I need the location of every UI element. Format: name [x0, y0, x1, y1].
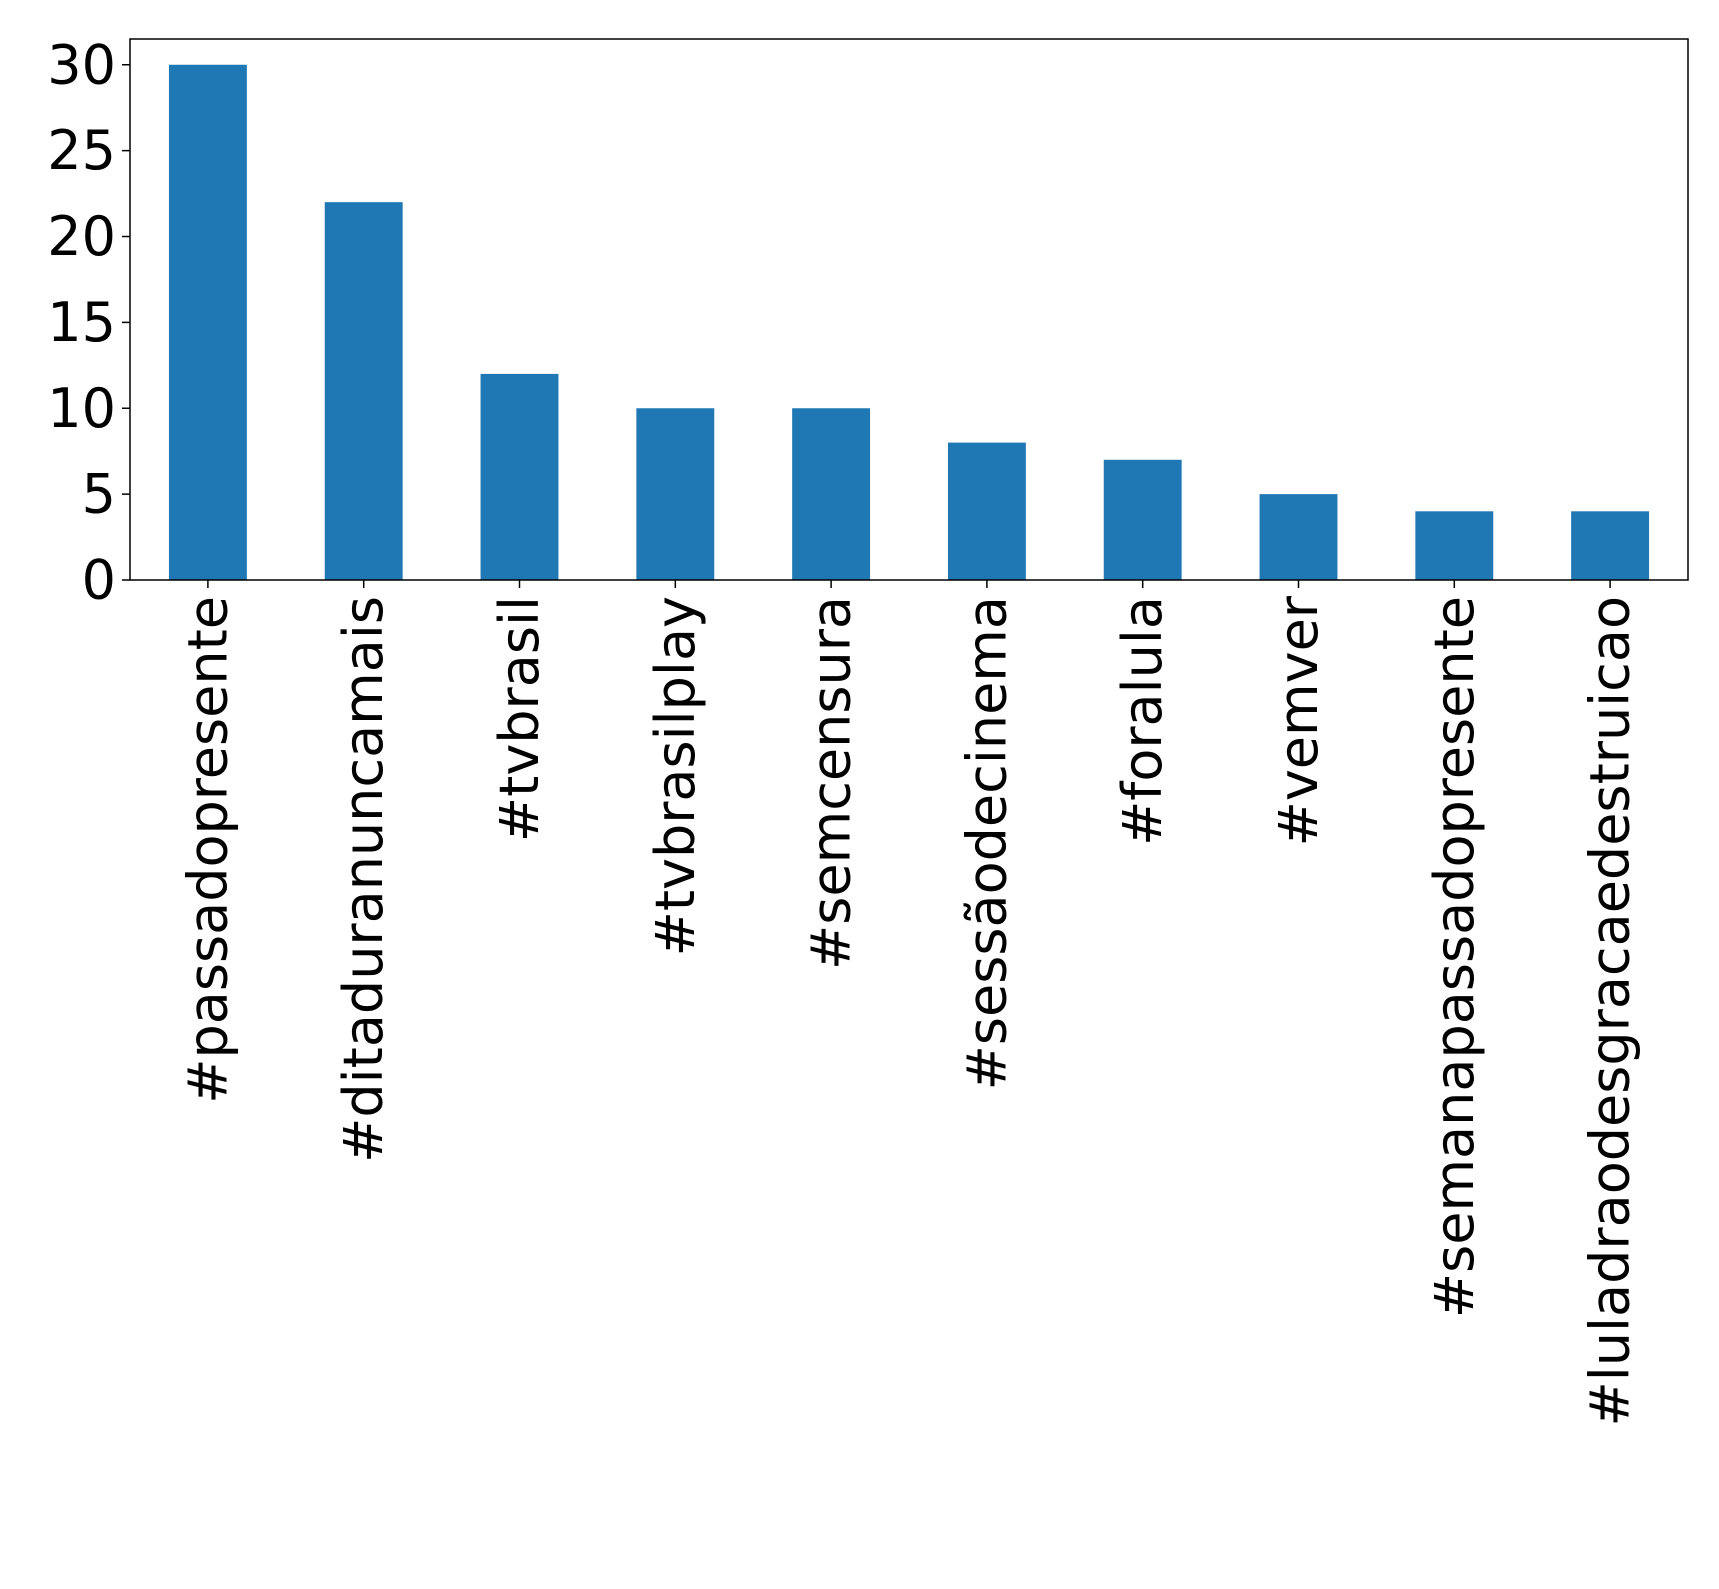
y-tick-label: 25 [47, 119, 116, 182]
y-tick-label: 5 [82, 463, 116, 526]
bar [324, 202, 403, 580]
x-tick-label: #passadopresente [176, 596, 239, 1104]
bar [947, 442, 1026, 580]
x-tick-label: #semanapassadopresente [1423, 596, 1486, 1318]
bar [1571, 511, 1650, 580]
x-tick-label: #tvbrasilplay [644, 596, 707, 956]
x-tick-label: #foralula [1111, 596, 1174, 846]
x-tick-label: #semcensura [800, 596, 863, 970]
bar [636, 408, 715, 580]
bar [1415, 511, 1494, 580]
x-tick-label: #tvbrasil [488, 596, 551, 842]
x-axis: #passadopresente #ditaduranuncamais #tvbra… [176, 580, 1642, 1426]
y-axis: 0 5 10 15 20 25 30 [47, 33, 130, 612]
y-tick-label: 10 [47, 377, 116, 440]
y-tick-label: 0 [82, 549, 116, 612]
bar [1259, 494, 1338, 580]
x-tick-label: #luladraodesgracaedestruicao [1579, 596, 1642, 1426]
x-tick-label: #vemver [1267, 595, 1330, 846]
bar [168, 64, 247, 580]
bars-group [168, 64, 1650, 580]
x-tick-label: #ditaduranuncamais [332, 596, 395, 1163]
y-tick-label: 15 [47, 291, 116, 354]
y-tick-label: 30 [47, 33, 116, 96]
plot-frame [129, 38, 1689, 581]
bar [1103, 459, 1182, 580]
y-tick-label: 20 [47, 205, 116, 268]
bar [792, 408, 871, 580]
bar [480, 373, 559, 580]
x-tick-label: #sessãodecinema [955, 596, 1018, 1090]
